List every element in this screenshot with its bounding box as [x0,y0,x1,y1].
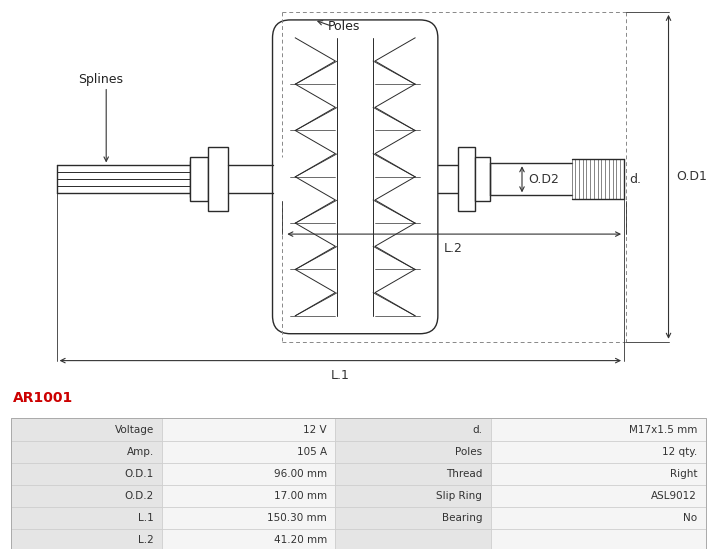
Bar [163,441,336,463]
Bar [336,441,490,463]
Bar [11,507,163,529]
Bar [11,418,163,441]
Text: d.: d. [629,173,641,186]
Text: L.2: L.2 [444,242,463,255]
Bar [11,418,706,551]
Bar [163,485,336,507]
Text: L.1: L.1 [138,513,154,523]
Text: Slip Ring: Slip Ring [436,491,482,501]
Text: 96.00 mm: 96.00 mm [274,469,327,479]
Bar [490,418,706,441]
Bar [490,441,706,463]
Text: Right: Right [670,469,697,479]
Text: L.1: L.1 [331,369,350,382]
Bar [11,463,163,485]
Text: 12 V: 12 V [303,425,327,435]
Bar [490,485,706,507]
Bar [475,158,490,201]
Bar [208,148,228,211]
Text: 150.30 mm: 150.30 mm [267,513,327,523]
Text: O.D.1: O.D.1 [125,469,154,479]
Text: ASL9012: ASL9012 [652,491,697,501]
Bar [336,485,490,507]
Text: 12 qty.: 12 qty. [662,447,697,457]
Text: d.: d. [472,425,482,435]
Text: Amp.: Amp. [127,447,154,457]
Text: 41.20 mm: 41.20 mm [274,535,327,545]
Bar [336,507,490,529]
Bar [490,463,706,485]
Text: O.D2: O.D2 [528,173,559,186]
Bar [11,441,163,463]
Text: AR1001: AR1001 [13,391,73,405]
Text: Splines: Splines [78,73,124,86]
Text: Voltage: Voltage [114,425,154,435]
Text: Thread: Thread [446,469,482,479]
Bar [163,507,336,529]
Bar [336,463,490,485]
Text: 105 A: 105 A [297,447,327,457]
Bar [163,418,336,441]
Text: Poles: Poles [328,20,360,33]
Bar [490,507,706,529]
Text: O.D1: O.D1 [677,170,707,183]
Text: L.2: L.2 [138,535,154,545]
Text: No: No [683,513,697,523]
Bar [458,148,475,211]
Bar [11,485,163,507]
FancyBboxPatch shape [272,20,438,334]
Text: Bearing: Bearing [441,513,482,523]
Bar [336,529,490,551]
Text: O.D.2: O.D.2 [125,491,154,501]
Bar [336,418,490,441]
Text: Poles: Poles [455,447,482,457]
Text: M17x1.5 mm: M17x1.5 mm [629,425,697,435]
Bar [490,529,706,551]
Text: 17.00 mm: 17.00 mm [274,491,327,501]
Bar [163,529,336,551]
Bar [190,158,208,201]
Bar [163,463,336,485]
Bar [11,529,163,551]
